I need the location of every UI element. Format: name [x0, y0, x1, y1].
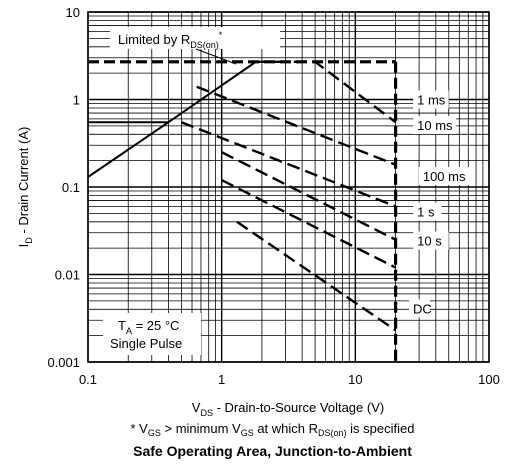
x-tick-label: 0.1 — [79, 372, 97, 387]
rds-limit-box — [110, 27, 280, 49]
footnote-middle2: at which R — [253, 421, 319, 436]
x-axis-title-sub: DS — [200, 408, 213, 418]
y-axis-title: ID - Drain Current (A) — [16, 127, 34, 248]
curve-label-bg — [413, 90, 449, 109]
x-axis-title-main: V — [192, 400, 201, 415]
curve-label-bg — [408, 299, 430, 318]
rds-limit-sub: DS(on) — [190, 40, 219, 50]
y-tick-label: 0.1 — [62, 180, 80, 195]
x-tick-label: 1 — [218, 372, 225, 387]
curve-label-bg — [413, 231, 449, 250]
series-10-ms — [196, 85, 397, 166]
y-axis-title-rest: - Drain Current (A) — [16, 127, 31, 238]
footnote-middle: > minimum V — [160, 421, 241, 436]
y-tick-label: 10 — [66, 5, 80, 20]
ta-rest: = 25 °C — [132, 318, 179, 333]
y-tick-label: 0.001 — [47, 355, 80, 370]
x-axis-title-rest: - Drain-to-Source Voltage (V) — [213, 400, 384, 415]
pulse-label: Single Pulse — [110, 336, 182, 351]
footnote-sub2: GS — [240, 428, 254, 438]
rds-limit-star: * — [219, 30, 223, 40]
y-axis-title-sub: D — [24, 237, 34, 244]
x-tick-label: 100 — [478, 372, 500, 387]
ta-label: TA = 25 °C — [118, 318, 179, 336]
series-dc — [236, 220, 397, 332]
ta-sub: A — [126, 326, 132, 336]
footnote-sub3: DS(on) — [318, 428, 347, 438]
conditions-box — [103, 313, 201, 355]
y-tick-labels: 10 1 0.1 0.01 0.001 — [47, 5, 80, 370]
x-tick-labels: 0.1 1 10 100 — [79, 372, 500, 387]
curve-label: DC — [413, 301, 432, 316]
chart-title: Safe Operating Area, Junction-to-Ambient — [133, 443, 412, 459]
series-1-s — [221, 151, 397, 241]
rds-limit-label: Limited by RDS(on)* — [118, 30, 223, 50]
curve-label: 1 s — [417, 205, 435, 220]
curve-label: 100 ms — [423, 169, 466, 184]
series-10-s — [221, 179, 397, 269]
curve-label-bg — [418, 167, 470, 186]
series-layer — [87, 60, 398, 362]
y-tick-label: 1 — [73, 93, 80, 108]
x-axis-title: VDS - Drain-to-Source Voltage (V) — [192, 400, 384, 418]
ta-main: T — [118, 318, 126, 333]
plot-frame — [87, 11, 490, 363]
rds-limit-main: Limited by R — [118, 32, 190, 47]
series-100-ms — [180, 121, 397, 208]
rds-limit-leader — [195, 48, 237, 65]
soa-chart: Limited by RDS(on)* TA = 25 °C Single Pu… — [16, 5, 500, 418]
curve-label: 10 s — [417, 234, 442, 249]
curve-label-bg — [413, 116, 457, 135]
curve-label-bg — [413, 202, 442, 221]
y-tick-label: 0.01 — [55, 268, 80, 283]
x-tick-label: 10 — [348, 372, 362, 387]
footnote-prefix: * V — [130, 421, 148, 436]
y-axis-title-main: I — [16, 244, 31, 248]
footnote-suffix: is specified — [346, 421, 415, 436]
curve-label: 1 ms — [417, 93, 446, 108]
footnote-sub1: GS — [147, 428, 161, 438]
chart-footnote: * VGS > minimum VGS at which RDS(on) is … — [0, 421, 505, 438]
curve-label: 10 ms — [417, 118, 453, 133]
curve-labels: 1 ms 10 ms 100 ms 1 s 10 s DC — [408, 90, 470, 318]
